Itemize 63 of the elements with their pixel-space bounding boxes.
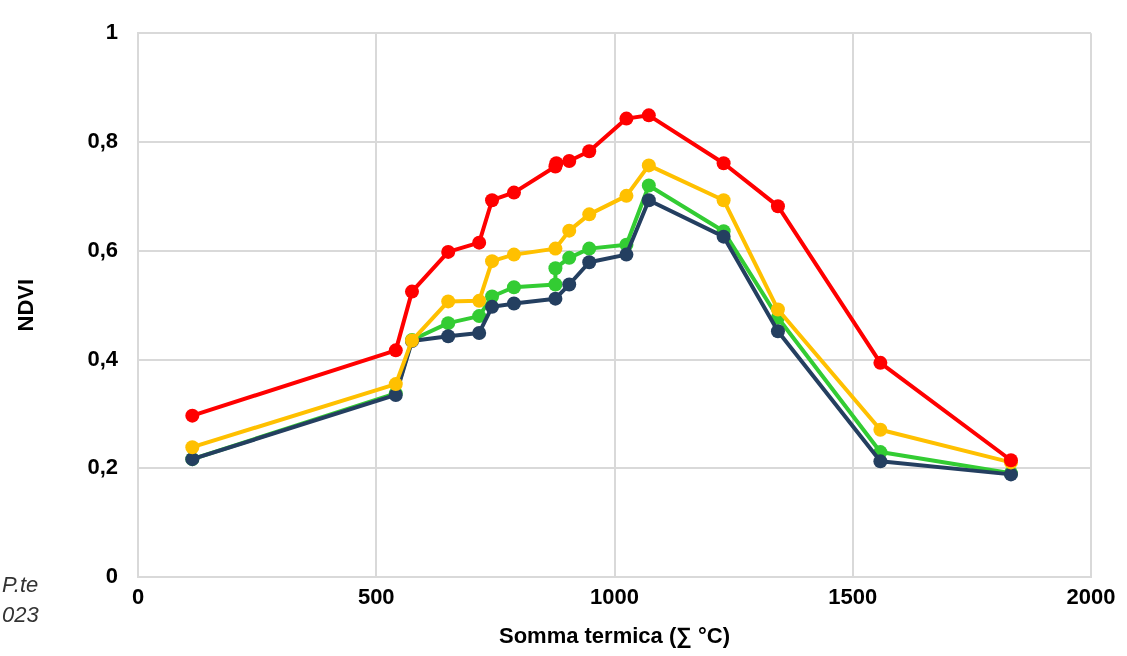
- x-tick-label: 0: [131, 584, 145, 610]
- point: [441, 294, 456, 309]
- point: [441, 316, 456, 331]
- point: [641, 158, 656, 173]
- y-axis-title: NDVI: [13, 278, 39, 332]
- point: [506, 280, 521, 295]
- y-tick-label: 0,6: [87, 236, 118, 262]
- point: [641, 178, 656, 193]
- point: [716, 229, 731, 244]
- y-tick-label: 0,8: [87, 128, 118, 154]
- point: [716, 193, 731, 208]
- point: [582, 241, 597, 256]
- y-tick-label: 1: [105, 19, 118, 45]
- y-tick-label: 0: [105, 563, 118, 589]
- point: [562, 277, 577, 292]
- point: [404, 284, 419, 299]
- point: [548, 291, 563, 306]
- y-tick-label: 0,4: [87, 345, 119, 371]
- y-tick-label: 0,2: [87, 454, 118, 480]
- point: [582, 255, 597, 270]
- point: [548, 241, 563, 256]
- point: [506, 185, 521, 200]
- point: [185, 408, 200, 423]
- point: [485, 193, 500, 208]
- point: [770, 324, 785, 339]
- point: [582, 207, 597, 222]
- point: [619, 188, 634, 203]
- point: [619, 111, 634, 126]
- point: [472, 325, 487, 340]
- point: [641, 108, 656, 123]
- point: [619, 247, 634, 262]
- point: [562, 250, 577, 265]
- point: [770, 302, 785, 317]
- point: [472, 309, 487, 324]
- point: [873, 422, 888, 437]
- point: [770, 199, 785, 214]
- point: [472, 293, 487, 308]
- point: [873, 355, 888, 370]
- point: [716, 156, 731, 171]
- point: [562, 154, 577, 169]
- point: [506, 296, 521, 311]
- point: [641, 193, 656, 208]
- x-tick-label: 2000: [1066, 584, 1116, 610]
- point: [548, 261, 563, 276]
- x-tick-label: 500: [357, 584, 395, 610]
- point: [388, 377, 403, 392]
- point: [562, 223, 577, 238]
- x-tick-label: 1500: [828, 584, 878, 610]
- x-axis-title: Somma termica (∑ °C): [498, 622, 731, 648]
- point: [185, 440, 200, 455]
- point: [873, 454, 888, 469]
- point: [441, 244, 456, 259]
- text: P.te: [2, 571, 39, 599]
- point: [388, 343, 403, 358]
- point: [485, 299, 500, 314]
- point: [506, 247, 521, 262]
- point: [441, 329, 456, 344]
- point: [472, 235, 487, 250]
- text: 023: [2, 601, 39, 629]
- point: [548, 277, 563, 292]
- point: [582, 144, 597, 159]
- point: [485, 254, 500, 269]
- x-tick-label: 1000: [590, 584, 639, 610]
